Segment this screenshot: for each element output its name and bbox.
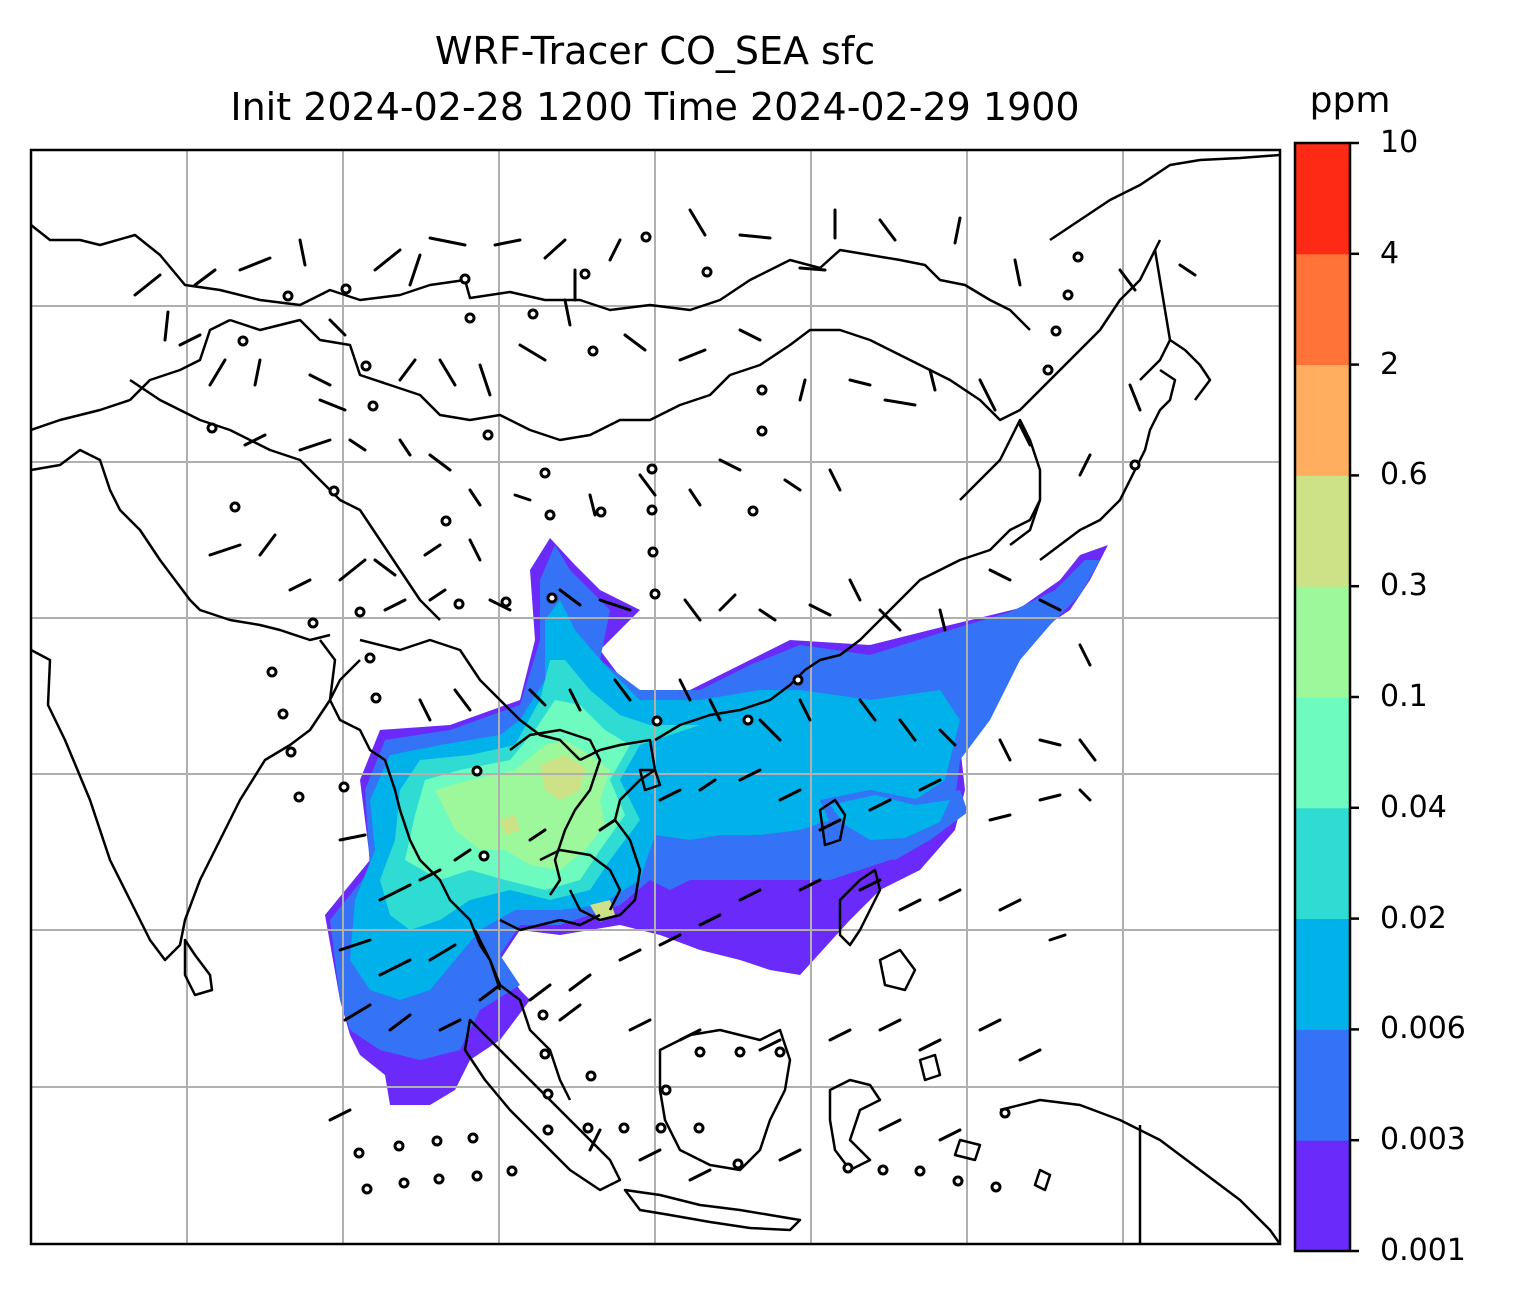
colorbar-segment-0.003 xyxy=(1295,1029,1350,1141)
colorbar-segment-0.006 xyxy=(1295,918,1350,1030)
himalaya-border xyxy=(31,224,1031,331)
colorbar-tick-label: 10 xyxy=(1380,125,1419,160)
new-guinea xyxy=(999,1098,1280,1244)
java xyxy=(623,1188,802,1232)
japan-hokkaido xyxy=(1139,338,1212,401)
japan-honshu xyxy=(1039,368,1177,561)
sakhalin xyxy=(1153,249,1172,341)
laos-border xyxy=(509,728,602,896)
sulawesi xyxy=(828,1078,882,1172)
colorbar-segment-0.001 xyxy=(1295,1140,1350,1252)
colorbar-tick-label: 0.02 xyxy=(1380,900,1447,936)
hainan xyxy=(638,768,662,792)
co-concentration-field xyxy=(325,538,1108,1105)
map-title-line-1: WRF-Tracer CO_SEA sfc xyxy=(434,29,876,73)
korea xyxy=(959,418,1042,546)
pakistan-border xyxy=(31,318,231,432)
colorbar-tick-label: 4 xyxy=(1380,235,1400,271)
colorbar-segment-0.02 xyxy=(1295,807,1350,920)
colorbar-segment-2 xyxy=(1295,253,1350,366)
thailand-gulf xyxy=(499,913,601,932)
cambodia-border xyxy=(539,848,622,911)
co-contour-0.006-sea xyxy=(830,795,950,840)
china-mongolia-border xyxy=(229,318,891,442)
malay-peninsula xyxy=(473,929,572,1101)
colorbar-tick-label: 0.003 xyxy=(1380,1122,1466,1158)
coastlines-and-borders xyxy=(31,153,1280,1244)
sumatra xyxy=(463,1018,622,1192)
russia-coast xyxy=(1049,153,1280,242)
south-china-coast xyxy=(654,499,1042,742)
tibet-border xyxy=(129,378,441,621)
colorbar-tick-label: 0.04 xyxy=(1380,789,1447,825)
india-coastline xyxy=(31,648,361,962)
colorbar-segment-0.3 xyxy=(1295,475,1350,587)
myanmar-coast xyxy=(319,639,502,991)
colorbar-segment-0.04 xyxy=(1295,697,1350,809)
northeast-border xyxy=(889,239,1162,422)
colorbar-segment-0.1 xyxy=(1295,586,1350,698)
colorbar-tick-label: 0.006 xyxy=(1380,1011,1466,1047)
myanmar-border xyxy=(359,638,581,761)
taiwan xyxy=(818,798,847,847)
western-coast xyxy=(31,448,331,642)
philippines-luzon xyxy=(838,868,882,947)
map-title-line-2: Init 2024-02-28 1200 Time 2024-02-29 190… xyxy=(230,85,1080,129)
wind-barbs xyxy=(133,208,1197,1182)
colorbar-tick-label: 0.001 xyxy=(1380,1233,1466,1268)
small-islands xyxy=(918,1053,1052,1192)
colorbar xyxy=(1293,141,1359,1253)
calm-wind-markers xyxy=(206,231,1141,1195)
borneo xyxy=(658,1028,792,1172)
philippines-mindanao xyxy=(878,948,917,992)
colorbar-tick-label: 0.3 xyxy=(1380,568,1428,604)
colorbar-tick-label: 2 xyxy=(1380,346,1400,382)
map-frame xyxy=(29,148,1282,1246)
colorbar-unit: ppm xyxy=(1309,80,1391,121)
colorbar-tick-label: 0.1 xyxy=(1380,679,1428,714)
co-contour-0.3 xyxy=(500,755,615,922)
colorbar-tick-label: 0.6 xyxy=(1380,457,1428,493)
colorbar-segment-4 xyxy=(1295,143,1350,255)
colorbar-segment-0.6 xyxy=(1295,364,1350,476)
sri-lanka xyxy=(183,938,214,997)
